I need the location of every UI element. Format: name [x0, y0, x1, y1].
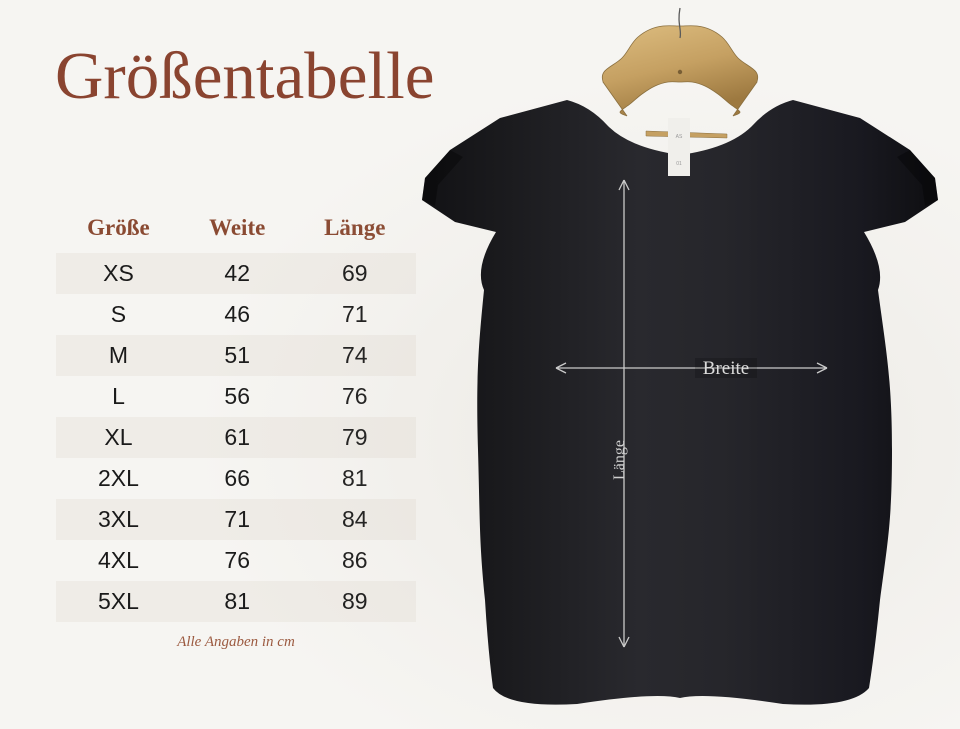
svg-text:AS: AS [676, 134, 683, 140]
svg-text:01: 01 [676, 161, 682, 167]
svg-text:Breite: Breite [703, 358, 749, 379]
svg-text:Länge: Länge [611, 440, 628, 480]
